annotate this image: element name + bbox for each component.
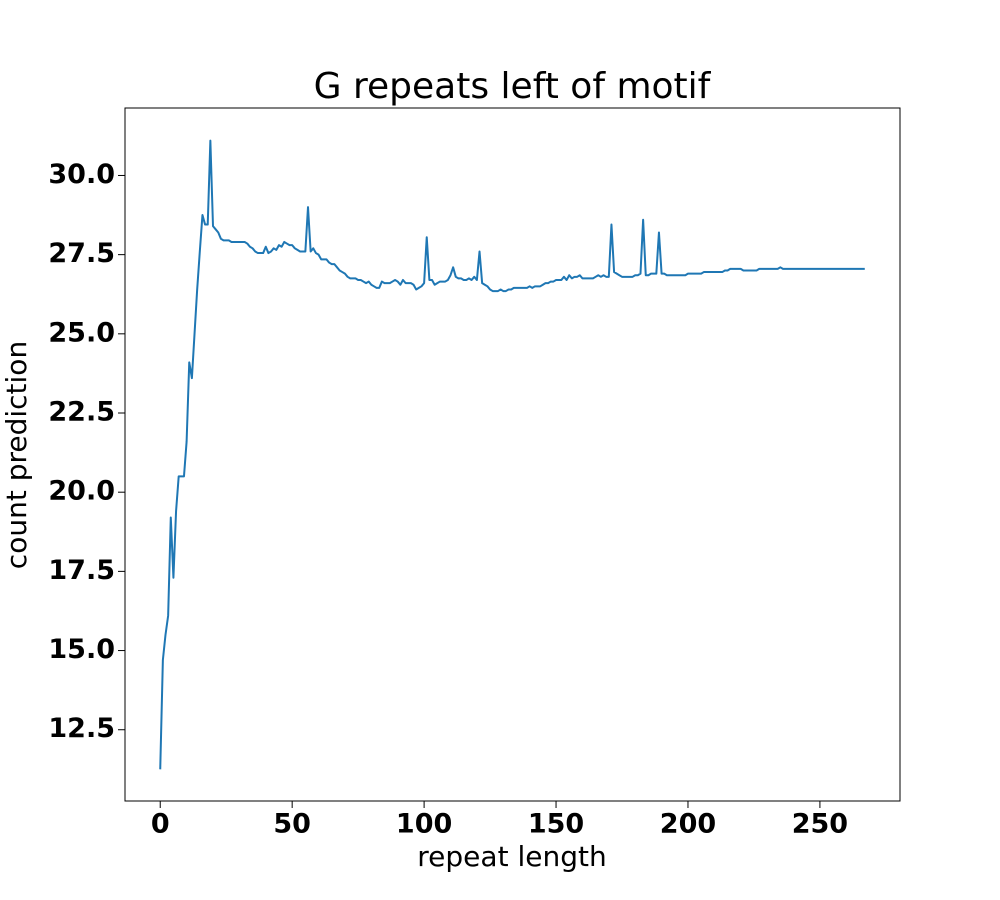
x-tick-label: 150: [528, 809, 584, 840]
x-tick-label: 200: [660, 809, 716, 840]
x-tick-label: 50: [273, 809, 311, 840]
x-axis-label: repeat length: [417, 840, 606, 873]
y-tick-label: 22.5: [48, 397, 115, 428]
data-line: [159, 139, 865, 770]
y-tick-label: 30.0: [48, 159, 115, 190]
y-tick-label: 15.0: [48, 634, 115, 665]
x-tick-label: 0: [151, 809, 170, 840]
plot-frame: [124, 107, 901, 802]
y-tick-label: 25.0: [48, 317, 115, 348]
y-tick-label: 17.5: [48, 555, 115, 586]
y-tick-label: 20.0: [48, 476, 115, 507]
x-tick-label: 250: [792, 809, 848, 840]
y-tick-label: 12.5: [48, 713, 115, 744]
x-tick-label: 100: [396, 809, 452, 840]
y-tick-label: 27.5: [48, 238, 115, 269]
chart-title: G repeats left of motif: [314, 66, 712, 107]
y-axis-label: count prediction: [0, 341, 33, 569]
